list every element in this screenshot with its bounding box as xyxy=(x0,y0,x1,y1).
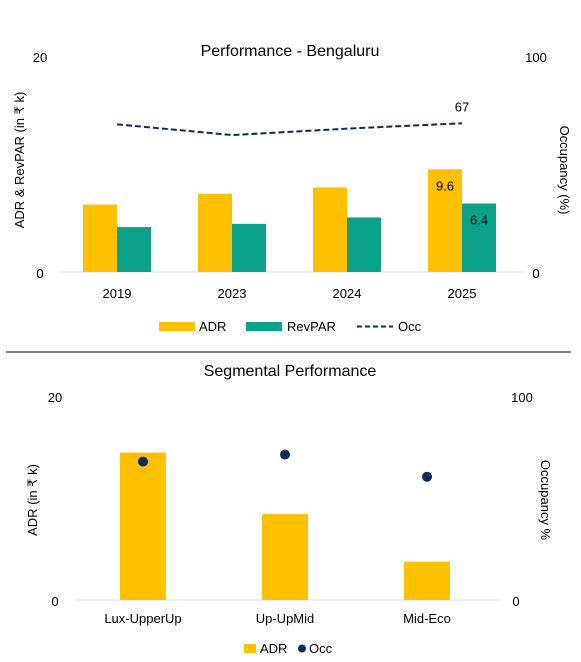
occ-point-Up-UpMid xyxy=(280,449,290,460)
x-tick-Up-UpMid: Up-UpMid xyxy=(256,611,315,626)
chart1-y-tick-max: 20 xyxy=(33,50,47,65)
bar-revpar-2023 xyxy=(232,223,266,272)
label-revpar-2025: 6.4 xyxy=(470,213,488,228)
legend-revpar-swatch xyxy=(246,322,282,331)
x-tick-2024: 2024 xyxy=(333,286,362,301)
chart1-y-tick-min: 0 xyxy=(36,266,43,281)
chart1-legend: ADR RevPAR Occ xyxy=(159,319,422,334)
chart2-y2-axis-label: Occupancy % xyxy=(538,460,553,541)
legend-occ-label: Occ xyxy=(398,319,422,334)
chart2-y-tick-min: 0 xyxy=(51,594,58,609)
bar-revpar-2019 xyxy=(117,227,151,272)
chart2-legend: ADR Occ xyxy=(244,641,333,656)
bar-adr-Lux-UpperUp xyxy=(120,452,166,600)
chart1-y2-tick-min: 0 xyxy=(532,266,539,281)
legend-adr-swatch xyxy=(159,322,195,331)
bar-adr-2024 xyxy=(313,187,347,272)
label-adr-2025: 9.6 xyxy=(436,178,454,193)
chart1-y2-tick-max: 100 xyxy=(525,50,547,65)
chart1-x-ticks: 2019 2023 2024 2025 xyxy=(103,286,477,301)
occ-line xyxy=(116,122,463,137)
legend2-occ-label: Occ xyxy=(309,641,333,656)
bar-revpar-2025 xyxy=(462,203,496,272)
bar-adr-2019 xyxy=(83,204,117,272)
legend2-adr-label: ADR xyxy=(260,641,287,656)
chart2-x-ticks: Lux-UpperUp Up-UpMid Mid-Eco xyxy=(104,611,451,626)
chart2-y2-tick-min: 0 xyxy=(512,594,519,609)
x-tick-Lux-UpperUp: Lux-UpperUp xyxy=(104,611,181,626)
legend-revpar-label: RevPAR xyxy=(287,319,336,334)
legend2-adr-swatch xyxy=(244,644,256,653)
chart2-marks xyxy=(120,449,450,600)
x-tick-2025: 2025 xyxy=(448,286,477,301)
chart-segmental: Segmental Performance 20 0 100 0 ADR (in… xyxy=(25,363,553,656)
bar-revpar-2024 xyxy=(347,217,381,272)
chart1-marks: 9.6 6.4 67 xyxy=(83,99,496,272)
legend-adr-label: ADR xyxy=(199,319,226,334)
label-occ-2025: 67 xyxy=(455,99,469,114)
occ-point-Mid-Eco xyxy=(422,471,432,482)
chart1-title: Performance - Bengaluru xyxy=(201,43,380,60)
x-tick-2019: 2019 xyxy=(103,286,132,301)
x-tick-Mid-Eco: Mid-Eco xyxy=(403,611,451,626)
bar-adr-2023 xyxy=(198,193,232,272)
chart2-y2-tick-max: 100 xyxy=(511,390,533,405)
chart2-title: Segmental Performance xyxy=(204,363,377,380)
chart2-y-tick-max: 20 xyxy=(48,390,62,405)
chart1-y-axis-label: ADR & RevPAR (in ₹ k) xyxy=(12,92,27,229)
bar-adr-2025 xyxy=(428,169,462,272)
legend2-occ-marker xyxy=(298,644,306,653)
x-tick-2023: 2023 xyxy=(218,286,247,301)
chart-bengaluru: Performance - Bengaluru 20 0 100 0 ADR &… xyxy=(12,43,572,334)
bar-adr-Mid-Eco xyxy=(404,561,450,600)
occ-point-Lux-UpperUp xyxy=(138,456,148,467)
chart2-y-axis-label: ADR (in ₹ k) xyxy=(25,464,40,536)
chart1-y2-axis-label: Occupancy (%) xyxy=(557,126,572,215)
bar-adr-Up-UpMid xyxy=(262,514,308,600)
